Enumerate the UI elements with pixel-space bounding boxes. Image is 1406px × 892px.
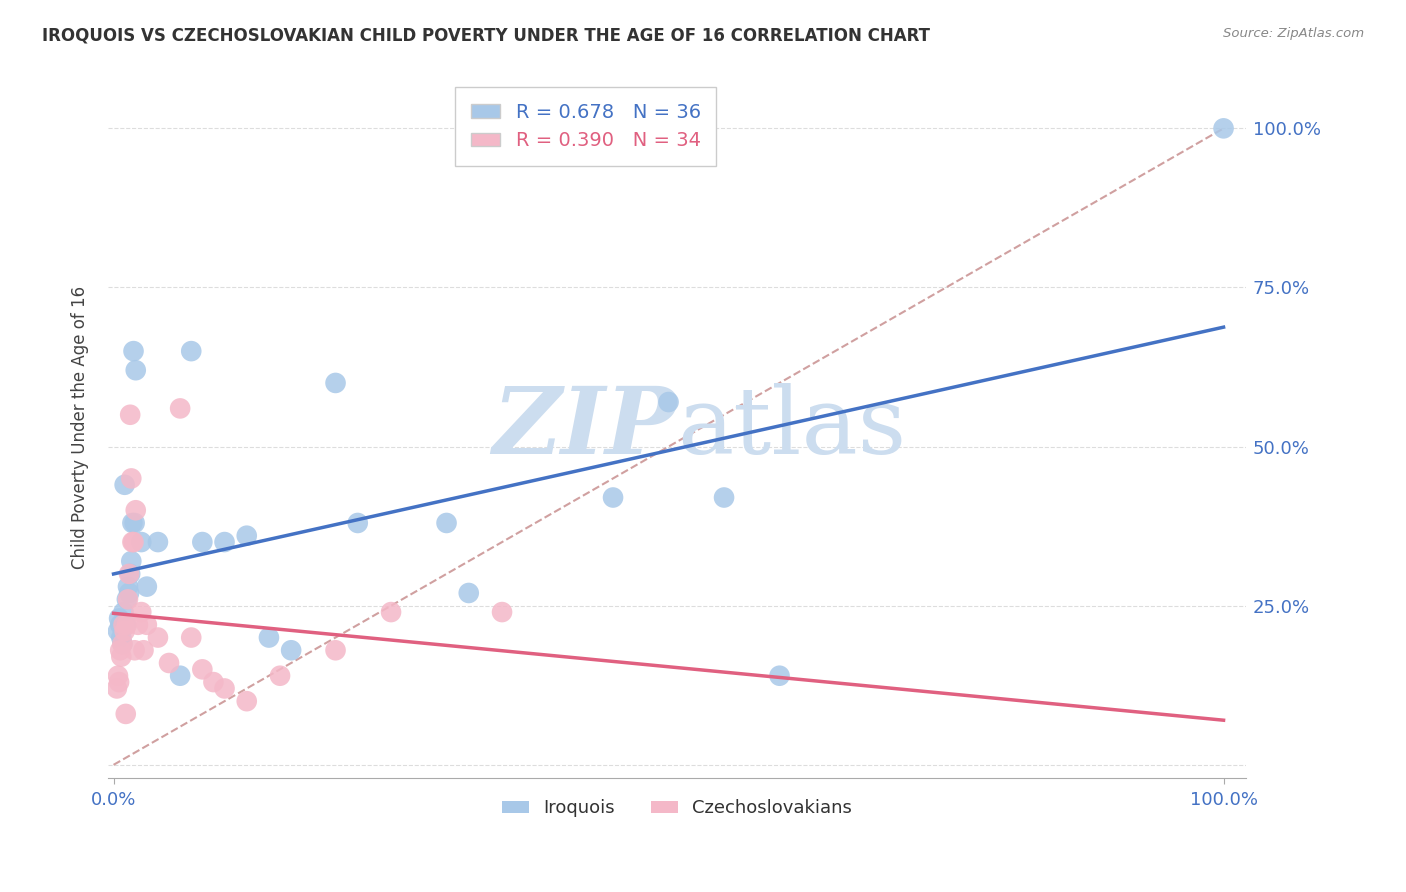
Point xyxy=(214,681,236,696)
Point xyxy=(346,516,368,530)
Point xyxy=(325,643,347,657)
Point xyxy=(114,706,136,721)
Point xyxy=(120,566,142,581)
Text: ZIP: ZIP xyxy=(492,383,676,473)
Point xyxy=(114,617,136,632)
Point xyxy=(1212,121,1234,136)
Point xyxy=(235,529,257,543)
Point xyxy=(124,643,146,657)
Point xyxy=(146,535,169,549)
Point xyxy=(118,586,141,600)
Point xyxy=(125,503,148,517)
Point xyxy=(111,637,134,651)
Point xyxy=(118,566,141,581)
Point xyxy=(127,617,149,632)
Point xyxy=(180,344,202,359)
Point xyxy=(132,643,155,657)
Point xyxy=(129,535,152,549)
Point xyxy=(269,669,291,683)
Point xyxy=(110,631,132,645)
Point xyxy=(114,624,136,639)
Point xyxy=(120,471,142,485)
Text: Source: ZipAtlas.com: Source: ZipAtlas.com xyxy=(1223,27,1364,40)
Legend: Iroquois, Czechoslovakians: Iroquois, Czechoslovakians xyxy=(495,792,859,824)
Point xyxy=(114,477,136,491)
Point xyxy=(713,491,735,505)
Point xyxy=(117,592,139,607)
Point xyxy=(146,631,169,645)
Point xyxy=(436,516,458,530)
Point xyxy=(602,491,624,505)
Point xyxy=(257,631,280,645)
Point xyxy=(107,669,129,683)
Point xyxy=(108,675,131,690)
Point xyxy=(110,649,132,664)
Point xyxy=(121,516,143,530)
Point xyxy=(380,605,402,619)
Point xyxy=(115,592,138,607)
Y-axis label: Child Poverty Under the Age of 16: Child Poverty Under the Age of 16 xyxy=(72,286,89,569)
Point xyxy=(135,617,157,632)
Point xyxy=(120,554,142,568)
Point xyxy=(112,605,135,619)
Point xyxy=(105,681,128,696)
Point xyxy=(235,694,257,708)
Point xyxy=(180,631,202,645)
Point xyxy=(111,637,134,651)
Point xyxy=(135,580,157,594)
Point xyxy=(491,605,513,619)
Point xyxy=(157,656,180,670)
Point xyxy=(169,401,191,416)
Point xyxy=(122,344,145,359)
Point xyxy=(108,643,131,657)
Point xyxy=(108,617,131,632)
Point xyxy=(280,643,302,657)
Point xyxy=(191,535,214,549)
Point xyxy=(108,611,131,625)
Point xyxy=(112,617,135,632)
Point xyxy=(657,395,679,409)
Point xyxy=(457,586,479,600)
Point xyxy=(107,624,129,639)
Point xyxy=(124,516,146,530)
Point xyxy=(325,376,347,390)
Point xyxy=(169,669,191,683)
Point xyxy=(768,669,790,683)
Point xyxy=(115,617,138,632)
Point xyxy=(191,662,214,676)
Point xyxy=(202,675,225,690)
Point xyxy=(122,535,145,549)
Point xyxy=(214,535,236,549)
Text: atlas: atlas xyxy=(676,383,905,473)
Text: IROQUOIS VS CZECHOSLOVAKIAN CHILD POVERTY UNDER THE AGE OF 16 CORRELATION CHART: IROQUOIS VS CZECHOSLOVAKIAN CHILD POVERT… xyxy=(42,27,931,45)
Point xyxy=(121,535,143,549)
Point xyxy=(117,580,139,594)
Point xyxy=(125,363,148,377)
Point xyxy=(129,605,152,619)
Point xyxy=(120,408,142,422)
